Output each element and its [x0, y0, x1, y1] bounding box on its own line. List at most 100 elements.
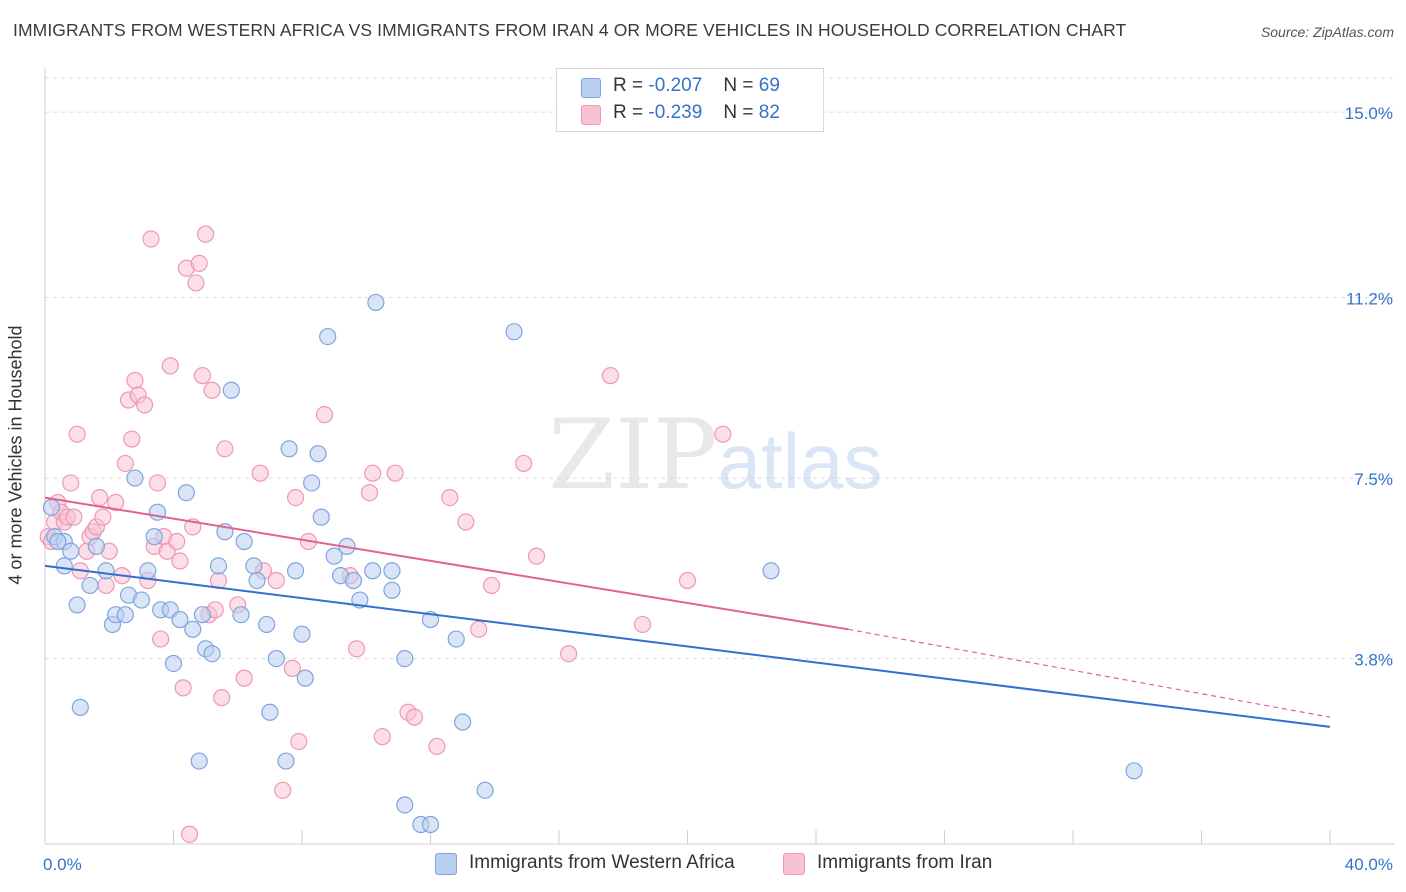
- iran-point: [203, 381, 221, 399]
- western-africa-point: [319, 327, 337, 346]
- western-africa-point: [476, 781, 494, 799]
- legend-swatch-pink: [581, 105, 601, 125]
- iran-point: [601, 367, 620, 385]
- iran-point: [441, 488, 459, 507]
- iran-point: [171, 552, 189, 570]
- iran-point: [174, 679, 192, 697]
- iran-point: [193, 367, 212, 385]
- western-africa-point: [126, 469, 144, 487]
- iran-point: [116, 454, 134, 473]
- iran-point: [482, 576, 501, 595]
- iran-point: [286, 488, 305, 507]
- western-africa-point: [312, 508, 330, 526]
- trend-line-western-africa: [44, 564, 1331, 728]
- western-africa-point: [505, 323, 523, 341]
- iran-point: [187, 274, 205, 292]
- western-africa-point: [309, 445, 327, 463]
- iran-point: [405, 708, 424, 726]
- western-africa-point: [190, 752, 208, 770]
- bottom-legend-label: Immigrants from Iran: [817, 852, 993, 873]
- iran-point: [65, 508, 83, 526]
- axes: [44, 68, 1395, 845]
- bottom-legend-swatch-pink: [783, 853, 805, 875]
- tick-labels: 3.8% 7.5% 11.2% 15.0% 0.0% 40.0%: [43, 104, 1393, 874]
- iran-point: [527, 547, 546, 565]
- western-africa-point: [42, 498, 61, 516]
- western-africa-point: [71, 698, 89, 716]
- bottom-legend-swatch-blue: [435, 853, 457, 875]
- western-africa-point: [193, 606, 212, 624]
- iran-point: [94, 508, 112, 526]
- iran-point: [267, 571, 285, 590]
- western-africa-point: [261, 703, 279, 721]
- y-tick-label: 15.0%: [1345, 104, 1393, 123]
- western-africa-point: [258, 615, 276, 634]
- legend-r-value: -0.207: [648, 75, 703, 96]
- iran-point: [470, 620, 488, 638]
- chart-title: IMMIGRANTS FROM WESTERN AFRICA VS IMMIGR…: [13, 20, 1127, 40]
- iran-point: [197, 225, 215, 243]
- western-africa-point: [49, 532, 67, 551]
- western-africa-point: [267, 649, 285, 668]
- western-africa-point: [286, 562, 305, 580]
- legend-r-label: R =: [613, 75, 644, 96]
- iran-point: [457, 513, 475, 531]
- western-africa-point: [62, 542, 80, 560]
- western-africa-point: [421, 815, 440, 834]
- western-africa-point: [367, 293, 385, 312]
- iran-point: [386, 464, 404, 482]
- iran-point: [283, 659, 301, 677]
- iran-point: [560, 645, 578, 663]
- iran-point: [68, 425, 86, 443]
- bottom-legend-label: Immigrants from Western Africa: [469, 852, 735, 873]
- iran-point: [123, 430, 141, 448]
- iran-point: [348, 640, 366, 658]
- western-africa-point: [383, 562, 401, 580]
- iran-point: [216, 440, 234, 458]
- y-tick-label: 11.2%: [1346, 290, 1393, 309]
- y-tick-label: 3.8%: [1354, 651, 1393, 670]
- iran-point: [126, 371, 144, 390]
- western-africa-point: [235, 532, 253, 551]
- western-africa-point: [383, 581, 401, 599]
- watermark-zip: ZIP: [548, 399, 717, 511]
- western-africa-point: [344, 571, 362, 590]
- iran-point: [315, 406, 334, 424]
- western-africa-point: [87, 537, 106, 555]
- iran-point: [213, 689, 231, 707]
- western-africa-point: [164, 654, 183, 673]
- western-africa-point: [81, 576, 99, 595]
- zipatlas-watermark: ZIP atlas: [548, 399, 882, 511]
- legend-swatch-blue: [581, 78, 601, 98]
- source-label: Source: ZipAtlas.com: [1260, 24, 1394, 40]
- western-africa-point: [280, 440, 298, 458]
- western-africa-point: [222, 381, 240, 399]
- iran-point: [107, 493, 125, 512]
- x-tick-label-first: 0.0%: [43, 855, 82, 874]
- legend-n-label: N =: [723, 75, 754, 96]
- western-africa-point: [139, 562, 157, 580]
- legend-n-label: N =: [723, 102, 754, 123]
- correlation-legend: R = -0.207 N = 69 R = -0.239 N = 82: [556, 68, 824, 132]
- legend-n-value: 69: [758, 75, 780, 96]
- iran-point: [633, 615, 652, 634]
- iran-point: [62, 474, 80, 492]
- western-africa-point: [447, 630, 465, 648]
- western-africa-point: [762, 562, 780, 580]
- y-tick-label: 7.5%: [1354, 470, 1393, 489]
- iran-point: [142, 230, 160, 248]
- iran-point: [97, 576, 115, 595]
- western-africa-point: [396, 796, 414, 814]
- legend-n-value: 82: [758, 102, 780, 123]
- western-africa-point: [303, 474, 321, 492]
- western-africa-point: [145, 528, 163, 546]
- iran-point: [148, 474, 167, 492]
- western-africa-point: [293, 625, 311, 643]
- iran-point: [274, 781, 292, 799]
- iran-point: [251, 464, 269, 482]
- iran-point: [91, 488, 109, 507]
- iran-point: [515, 454, 533, 473]
- legend-r-label: R =: [613, 102, 644, 123]
- western-africa-point: [132, 591, 150, 609]
